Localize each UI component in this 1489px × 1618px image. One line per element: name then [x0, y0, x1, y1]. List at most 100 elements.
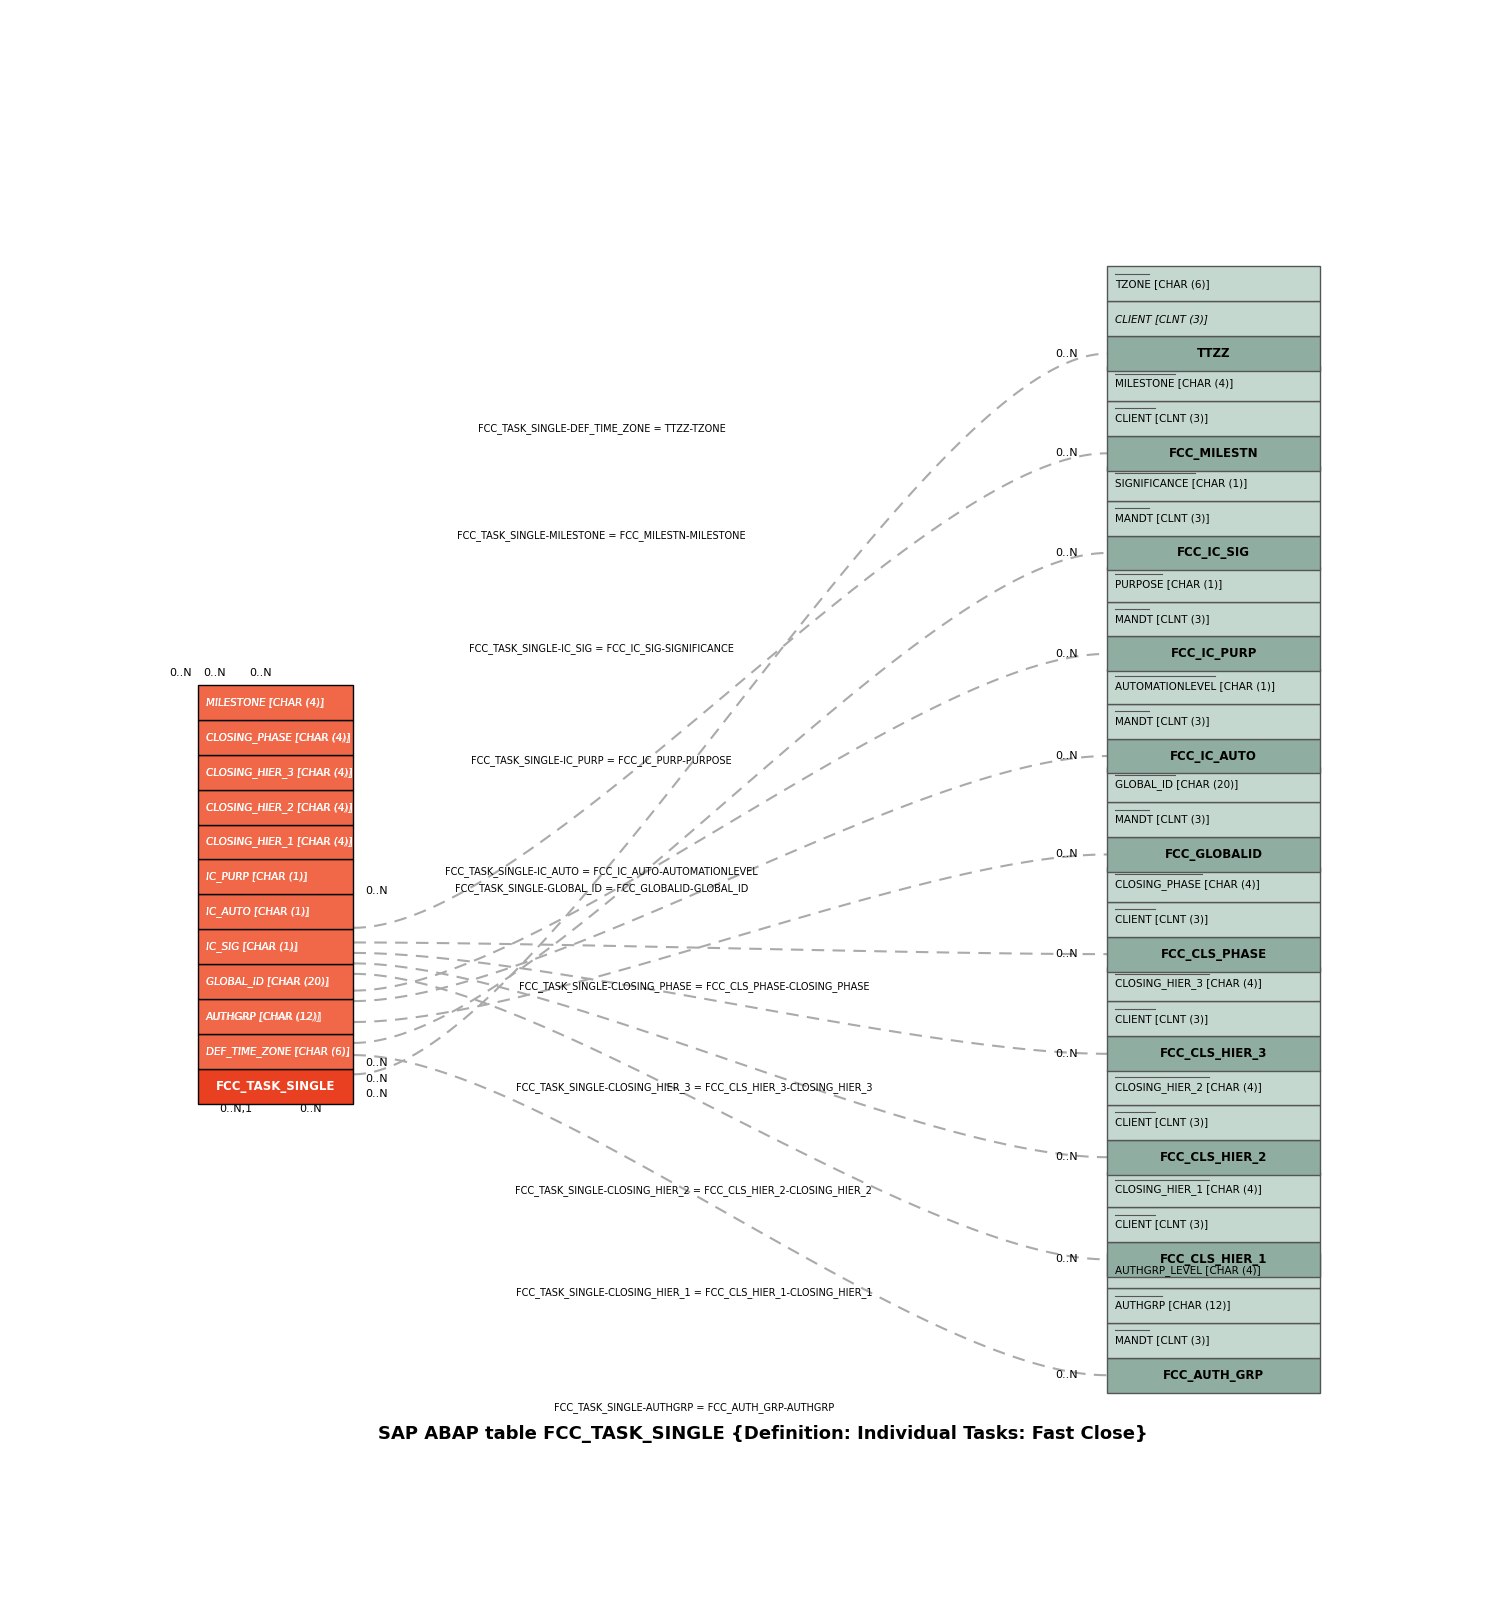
- Text: 0..N: 0..N: [299, 1103, 322, 1113]
- Bar: [1106, 1105, 1321, 1139]
- Text: FCC_TASK_SINGLE-CLOSING_HIER_3 = FCC_CLS_HIER_3-CLOSING_HIER_3: FCC_TASK_SINGLE-CLOSING_HIER_3 = FCC_CLS…: [515, 1082, 873, 1092]
- Text: CLOSING_PHASE [CHAR (4)]: CLOSING_PHASE [CHAR (4)]: [205, 731, 350, 743]
- Bar: [1106, 500, 1321, 536]
- Bar: [1106, 803, 1321, 837]
- Text: IC_SIG [CHAR (1)]: IC_SIG [CHAR (1)]: [205, 942, 298, 951]
- Text: CLOSING_HIER_3 [CHAR (4)]: CLOSING_HIER_3 [CHAR (4)]: [205, 767, 353, 778]
- Text: SAP ABAP table FCC_TASK_SINGLE {Definition: Individual Tasks: Fast Close}: SAP ABAP table FCC_TASK_SINGLE {Definiti…: [378, 1425, 1148, 1443]
- Text: FCC_TASK_SINGLE-DEF_TIME_ZONE = TTZZ-TZONE: FCC_TASK_SINGLE-DEF_TIME_ZONE = TTZZ-TZO…: [478, 422, 725, 434]
- Bar: [1106, 1139, 1321, 1175]
- Text: 0..N: 0..N: [365, 1058, 387, 1068]
- Text: CLOSING_HIER_1 [CHAR (4)]: CLOSING_HIER_1 [CHAR (4)]: [1115, 1184, 1261, 1196]
- Text: AUTHGRP [CHAR (12)]: AUTHGRP [CHAR (12)]: [205, 1011, 322, 1021]
- Text: CLOSING_PHASE [CHAR (4)]: CLOSING_PHASE [CHAR (4)]: [1115, 879, 1260, 890]
- Text: 0..N: 0..N: [1056, 1152, 1078, 1162]
- Bar: [1106, 966, 1321, 1002]
- Bar: [198, 790, 353, 825]
- Bar: [1106, 1288, 1321, 1324]
- Bar: [1106, 738, 1321, 773]
- Bar: [1106, 337, 1321, 371]
- Text: FCC_CLS_PHASE: FCC_CLS_PHASE: [1161, 948, 1267, 961]
- Text: TZONE [CHAR (6)]: TZONE [CHAR (6)]: [1115, 278, 1209, 290]
- Bar: [1106, 704, 1321, 738]
- Bar: [198, 998, 353, 1034]
- Text: FCC_TASK_SINGLE-MILESTONE = FCC_MILESTN-MILESTONE: FCC_TASK_SINGLE-MILESTONE = FCC_MILESTN-…: [457, 531, 746, 540]
- Bar: [1106, 1207, 1321, 1243]
- Text: DEF_TIME_ZONE [CHAR (6)]: DEF_TIME_ZONE [CHAR (6)]: [205, 1045, 350, 1057]
- Bar: [1106, 566, 1321, 602]
- Bar: [198, 895, 353, 929]
- Bar: [1106, 1069, 1321, 1105]
- Text: FCC_TASK_SINGLE-CLOSING_HIER_1 = FCC_CLS_HIER_1-CLOSING_HIER_1: FCC_TASK_SINGLE-CLOSING_HIER_1 = FCC_CLS…: [515, 1288, 873, 1299]
- Text: 0..N: 0..N: [1056, 1370, 1078, 1380]
- Bar: [1106, 1037, 1321, 1071]
- Text: 0..N: 0..N: [1056, 348, 1078, 359]
- Text: SIGNIFICANCE [CHAR (1)]: SIGNIFICANCE [CHAR (1)]: [1115, 479, 1248, 489]
- Bar: [198, 825, 353, 859]
- Text: 0..N: 0..N: [1056, 849, 1078, 859]
- Text: 0..N: 0..N: [170, 668, 192, 678]
- Text: 0..N: 0..N: [250, 668, 272, 678]
- Text: GLOBAL_ID [CHAR (20)]: GLOBAL_ID [CHAR (20)]: [205, 976, 329, 987]
- Bar: [1106, 837, 1321, 872]
- Text: FCC_TASK_SINGLE-IC_PURP = FCC_IC_PURP-PURPOSE: FCC_TASK_SINGLE-IC_PURP = FCC_IC_PURP-PU…: [471, 756, 733, 767]
- Bar: [1106, 366, 1321, 401]
- Text: FCC_TASK_SINGLE-CLOSING_HIER_2 = FCC_CLS_HIER_2-CLOSING_HIER_2: FCC_TASK_SINGLE-CLOSING_HIER_2 = FCC_CLS…: [515, 1186, 873, 1196]
- Text: 0..N: 0..N: [204, 668, 226, 678]
- Bar: [1106, 602, 1321, 636]
- Text: GLOBAL_ID [CHAR (20)]: GLOBAL_ID [CHAR (20)]: [1115, 780, 1239, 790]
- Text: PURPOSE [CHAR (1)]: PURPOSE [CHAR (1)]: [1115, 579, 1222, 589]
- Text: IC_PURP [CHAR (1)]: IC_PURP [CHAR (1)]: [205, 872, 307, 882]
- Text: CLOSING_HIER_3 [CHAR (4)]: CLOSING_HIER_3 [CHAR (4)]: [1115, 979, 1261, 990]
- Text: CLIENT [CLNT (3)]: CLIENT [CLNT (3)]: [1115, 414, 1208, 424]
- Text: MANDT [CLNT (3)]: MANDT [CLNT (3)]: [1115, 717, 1209, 726]
- Text: CLIENT [CLNT (3)]: CLIENT [CLNT (3)]: [1115, 1118, 1208, 1128]
- Bar: [1106, 1171, 1321, 1207]
- Text: MANDT [CLNT (3)]: MANDT [CLNT (3)]: [1115, 513, 1209, 523]
- Text: FCC_IC_SIG: FCC_IC_SIG: [1178, 547, 1251, 560]
- Bar: [1106, 301, 1321, 337]
- Bar: [198, 720, 353, 754]
- Text: MILESTONE [CHAR (4)]: MILESTONE [CHAR (4)]: [205, 697, 325, 707]
- Bar: [1106, 767, 1321, 803]
- Text: AUTHGRP [CHAR (12)]: AUTHGRP [CHAR (12)]: [205, 1011, 322, 1021]
- Bar: [1106, 668, 1321, 704]
- Text: 0..N: 0..N: [365, 885, 387, 896]
- Bar: [1106, 937, 1321, 971]
- Text: CLOSING_HIER_2 [CHAR (4)]: CLOSING_HIER_2 [CHAR (4)]: [205, 801, 351, 812]
- Text: FCC_TASK_SINGLE-GLOBAL_ID = FCC_GLOBALID-GLOBAL_ID: FCC_TASK_SINGLE-GLOBAL_ID = FCC_GLOBALID…: [454, 883, 749, 893]
- Text: FCC_MILESTN: FCC_MILESTN: [1169, 447, 1258, 460]
- Bar: [1106, 466, 1321, 500]
- Bar: [198, 684, 353, 720]
- Text: FCC_IC_AUTO: FCC_IC_AUTO: [1170, 749, 1257, 762]
- Text: FCC_CLS_HIER_3: FCC_CLS_HIER_3: [1160, 1047, 1267, 1060]
- Text: MANDT [CLNT (3)]: MANDT [CLNT (3)]: [1115, 814, 1209, 825]
- Text: 0..N: 0..N: [1056, 751, 1078, 760]
- Bar: [1106, 1358, 1321, 1393]
- Text: CLOSING_PHASE [CHAR (4)]: CLOSING_PHASE [CHAR (4)]: [205, 731, 350, 743]
- Text: CLOSING_HIER_1 [CHAR (4)]: CLOSING_HIER_1 [CHAR (4)]: [205, 837, 351, 848]
- Text: FCC_TASK_SINGLE-IC_AUTO = FCC_IC_AUTO-AUTOMATIONLEVEL: FCC_TASK_SINGLE-IC_AUTO = FCC_IC_AUTO-AU…: [445, 867, 758, 877]
- Text: 0..N,1: 0..N,1: [219, 1103, 252, 1113]
- Bar: [198, 1069, 353, 1103]
- Text: AUTHGRP [CHAR (12)]: AUTHGRP [CHAR (12)]: [1115, 1301, 1230, 1311]
- Text: 0..N: 0..N: [365, 1074, 387, 1084]
- Bar: [1106, 867, 1321, 901]
- Text: 0..N: 0..N: [1056, 448, 1078, 458]
- Text: FCC_CLS_HIER_2: FCC_CLS_HIER_2: [1160, 1150, 1267, 1163]
- Bar: [1106, 1243, 1321, 1277]
- Bar: [1106, 901, 1321, 937]
- Text: AUTHGRP_LEVEL [CHAR (4)]: AUTHGRP_LEVEL [CHAR (4)]: [1115, 1265, 1261, 1277]
- Text: GLOBAL_ID [CHAR (20)]: GLOBAL_ID [CHAR (20)]: [205, 976, 329, 987]
- Bar: [1106, 401, 1321, 435]
- Text: CLIENT [CLNT (3)]: CLIENT [CLNT (3)]: [1115, 914, 1208, 924]
- Bar: [198, 754, 353, 790]
- Text: CLIENT [CLNT (3)]: CLIENT [CLNT (3)]: [1115, 1220, 1208, 1230]
- Text: TTZZ: TTZZ: [1197, 348, 1230, 361]
- Text: FCC_TASK_SINGLE-IC_SIG = FCC_IC_SIG-SIGNIFICANCE: FCC_TASK_SINGLE-IC_SIG = FCC_IC_SIG-SIGN…: [469, 644, 734, 654]
- Text: 0..N: 0..N: [1056, 1048, 1078, 1058]
- Bar: [1106, 636, 1321, 671]
- Text: 0..N: 0..N: [365, 1089, 387, 1099]
- Text: IC_PURP [CHAR (1)]: IC_PURP [CHAR (1)]: [205, 872, 307, 882]
- Text: CLOSING_HIER_1 [CHAR (4)]: CLOSING_HIER_1 [CHAR (4)]: [205, 837, 353, 848]
